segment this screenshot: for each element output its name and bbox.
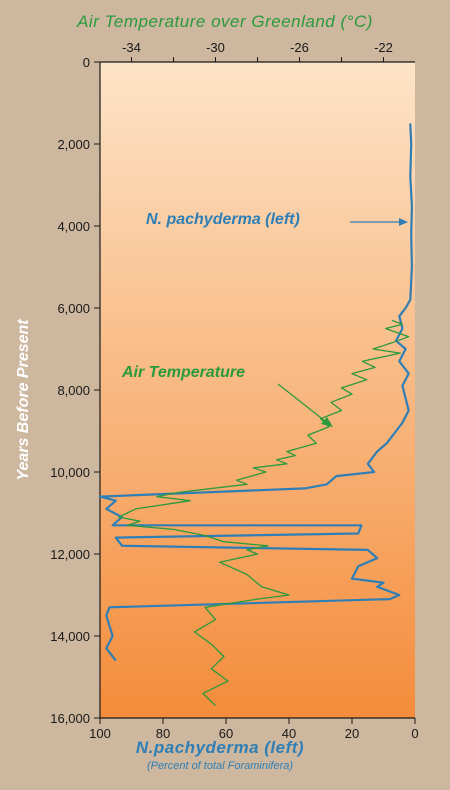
y-tick-label: 6,000 [57,301,90,316]
top-tick-label: -26 [290,40,309,55]
y-tick-label: 16,000 [50,711,90,726]
y-axis-title: Years Before Present [15,319,32,481]
bottom-tick-label: 80 [156,726,170,741]
y-tick-label: 4,000 [57,219,90,234]
arrowhead-air-temperature [321,417,333,427]
bottom-axis-subtitle: (Percent of total Foraminifera) [146,760,294,772]
bottom-axis-title: N.pachyderma (left) [135,738,305,757]
y-tick-label: 12,000 [50,547,90,562]
bottom-tick-label: 0 [411,726,418,741]
annotation-air-temperature: Air Temperature [122,364,245,381]
series-line-pachyderma [98,123,413,662]
y-tick-label: 14,000 [50,629,90,644]
y-tick-label: 8,000 [57,383,90,398]
top-axis-title: Air Temperature over Greenland (°C) [77,12,373,31]
annotation-pachyderma: N. pachyderma (left) [146,211,300,228]
y-tick-label: 2,000 [57,137,90,152]
y-tick-label: 10,000 [50,465,90,480]
top-tick-label: -22 [374,40,393,55]
bottom-tick-label: 100 [89,726,111,741]
top-tick-label: -30 [206,40,225,55]
bottom-tick-label: 20 [345,726,359,741]
bottom-tick-label: 40 [282,726,296,741]
top-tick-label: -34 [122,40,141,55]
plot-area [100,62,415,718]
y-tick-label: 0 [83,55,90,70]
arrowhead-pachyderma [399,218,408,226]
series-line-air-temperature [118,319,410,707]
annotation-arrow-air-temperature [277,383,326,422]
bottom-tick-label: 60 [219,726,233,741]
